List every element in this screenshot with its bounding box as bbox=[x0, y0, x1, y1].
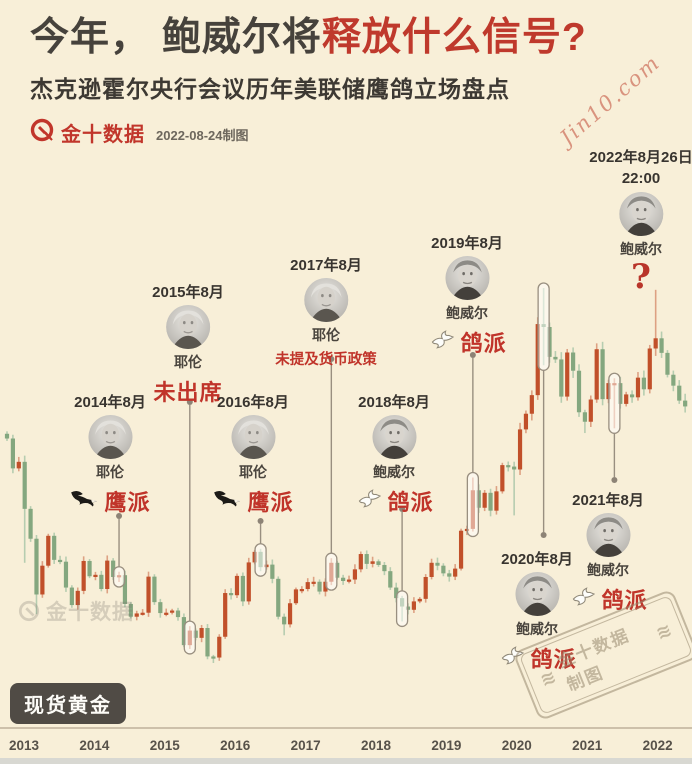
svg-text:2015: 2015 bbox=[150, 738, 181, 753]
annotation-date: 2015年8月 bbox=[152, 284, 224, 301]
page-subtitle: 杰克逊霍尔央行会议历年美联储鹰鸽立场盘点 bbox=[30, 76, 510, 102]
yellen-avatar bbox=[304, 278, 348, 322]
annotation-2021: 2021年8月 鲍威尔 鸽派 bbox=[568, 489, 647, 615]
annotation-date: 2019年8月 bbox=[431, 235, 503, 252]
dove-icon bbox=[568, 585, 596, 613]
svg-text:2013: 2013 bbox=[9, 738, 40, 753]
annotation-2020: 2020年8月 鲍威尔 鸽派 bbox=[497, 548, 576, 674]
chart-credit-date: 2022-08-24制图 bbox=[156, 127, 249, 143]
powell-avatar bbox=[371, 415, 416, 459]
annotation-person: 耶伦 bbox=[174, 354, 202, 370]
stance-label: 鸽派 bbox=[601, 588, 648, 613]
annotation-person: 鲍威尔 bbox=[445, 305, 488, 321]
stance-label: 未提及货币政策 bbox=[275, 352, 377, 368]
stance-row: 未出席 bbox=[153, 375, 222, 407]
annotation-2019: 2019年8月 鲍威尔 鸽派 bbox=[427, 232, 506, 358]
yellen-avatar bbox=[230, 415, 275, 459]
title-red: 释放什么信号? bbox=[321, 16, 587, 59]
powell-avatar bbox=[619, 192, 663, 236]
stamp-wave-left: ≋ bbox=[537, 665, 560, 691]
stance-label: 鸽派 bbox=[460, 331, 507, 356]
annotation-date: 2018年8月 bbox=[358, 394, 430, 411]
dove-icon bbox=[354, 487, 382, 515]
powell-avatar bbox=[444, 256, 489, 300]
annotation-2015: 2015年8月 耶伦 未出席 bbox=[152, 281, 224, 407]
annotation-date: 2022年8月26日 bbox=[589, 149, 692, 166]
annotation-date: 2016年8月 bbox=[217, 394, 289, 411]
annotation-date: 2014年8月 bbox=[74, 394, 146, 411]
dove-icon bbox=[497, 644, 525, 672]
yellen-avatar bbox=[166, 305, 210, 349]
stance-row: 鹰派 bbox=[212, 485, 293, 517]
stance-label: 鹰派 bbox=[247, 490, 294, 515]
annotation-time: 22:00 bbox=[621, 170, 661, 187]
stance-row: 鸽派 bbox=[497, 642, 576, 674]
svg-text:2021: 2021 bbox=[572, 738, 603, 753]
annotation-person: 耶伦 bbox=[312, 327, 340, 343]
page-title: 今年， 鲍威尔将释放什么信号? bbox=[30, 6, 587, 62]
svg-text:2016: 2016 bbox=[220, 738, 251, 753]
brand-row: 金十数据 2022-08-24制图 bbox=[30, 118, 249, 147]
jin10-logo-icon bbox=[30, 118, 54, 147]
annotation-person: 耶伦 bbox=[238, 464, 267, 480]
svg-text:2022: 2022 bbox=[643, 738, 673, 753]
annotation-2016: 2016年8月 耶伦 鹰派 bbox=[212, 391, 293, 517]
annotation-date: 2017年8月 bbox=[290, 257, 362, 274]
stance-label: 鹰派 bbox=[104, 490, 151, 515]
stance-row: 鸽派 bbox=[427, 326, 506, 358]
brand-name: 金十数据 bbox=[61, 124, 145, 146]
annotation-date: 2020年8月 bbox=[501, 551, 573, 568]
annotation-2017: 2017年8月 耶伦 未提及货币政策 bbox=[275, 254, 377, 369]
annotation-person: 鲍威尔 bbox=[620, 241, 662, 257]
yellen-avatar bbox=[87, 415, 132, 459]
annotation-2018: 2018年8月 鲍威尔 鸽派 bbox=[354, 391, 433, 517]
svg-text:2014: 2014 bbox=[79, 738, 110, 753]
svg-text:2019: 2019 bbox=[431, 738, 461, 753]
annotation-person: 耶伦 bbox=[95, 464, 124, 480]
stamp-wave-right: ≋ bbox=[652, 619, 675, 645]
annotation-person: 鲍威尔 bbox=[515, 621, 558, 637]
annotation-2014: 2014年8月 耶伦 鹰派 bbox=[69, 391, 150, 517]
annotation-person: 鲍威尔 bbox=[372, 464, 415, 480]
hawk-icon bbox=[69, 488, 99, 515]
question-mark: ? bbox=[631, 257, 651, 297]
stance-row: 鸽派 bbox=[354, 485, 433, 517]
stance-row: 未提及货币政策 bbox=[275, 348, 377, 369]
dove-icon bbox=[427, 328, 455, 356]
annotation-2022: 2022年8月26日 22:00 鲍威尔 ? bbox=[589, 146, 692, 297]
svg-text:2017: 2017 bbox=[291, 738, 321, 753]
svg-text:2018: 2018 bbox=[361, 738, 392, 753]
annotation-date: 2021年8月 bbox=[572, 492, 644, 509]
jin10-faint-watermark: 金十数据 bbox=[18, 596, 134, 626]
powell-avatar bbox=[585, 513, 630, 557]
stance-row: 鸽派 bbox=[568, 583, 647, 615]
bottom-edge-strip bbox=[0, 758, 692, 764]
stance-label: 鸽派 bbox=[530, 647, 577, 672]
annotation-person: 鲍威尔 bbox=[586, 562, 629, 578]
svg-text:2020: 2020 bbox=[502, 738, 532, 753]
stance-label: 未出席 bbox=[153, 380, 223, 405]
stance-label: 鸽派 bbox=[387, 490, 434, 515]
hawk-icon bbox=[212, 488, 242, 515]
stance-row: 鹰派 bbox=[69, 485, 150, 517]
series-badge: 现货黄金 bbox=[10, 683, 126, 724]
title-black: 今年， 鲍威尔将 bbox=[30, 16, 322, 59]
powell-avatar bbox=[514, 572, 559, 616]
